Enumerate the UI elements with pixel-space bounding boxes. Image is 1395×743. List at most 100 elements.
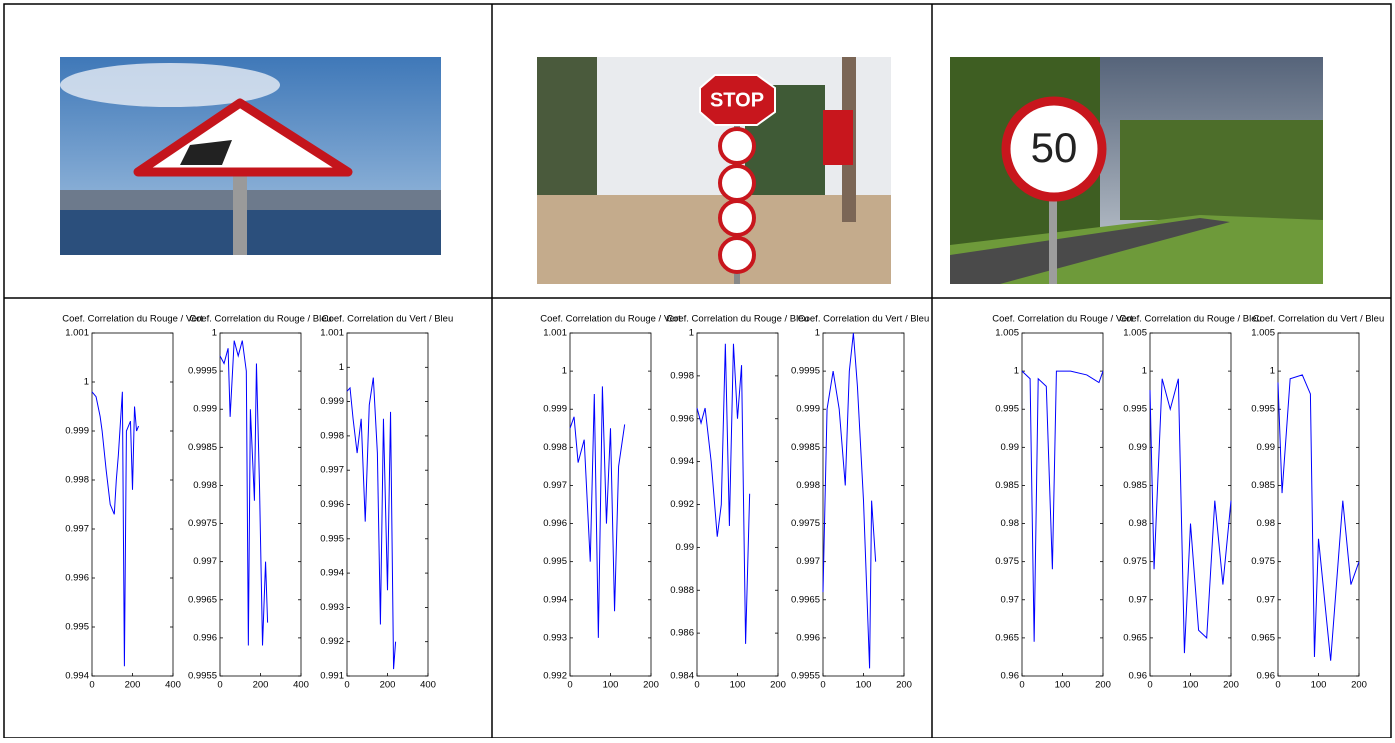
y-tick-label: 0.991	[320, 671, 344, 682]
data-line	[569, 386, 626, 638]
chart-title: Coef. Correlation du Rouge / Bleu	[1119, 314, 1262, 325]
chart-title: Coef. Correlation du Vert / Bleu	[322, 314, 454, 325]
y-tick-label: 0.99	[676, 542, 695, 553]
y-tick-label: 0.96	[1257, 671, 1276, 682]
photo-stop-sign: STOP	[537, 57, 891, 284]
y-tick-label: 0.998	[796, 480, 820, 491]
chart-title: Coef. Correlation du Vert / Bleu	[798, 314, 930, 325]
y-tick-label: 0.9965	[188, 594, 217, 605]
y-tick-label: 0.999	[193, 404, 217, 415]
y-tick-label: 0.99	[1257, 442, 1276, 453]
x-tick-label: 200	[1095, 680, 1111, 691]
y-tick-label: 0.997	[796, 556, 820, 567]
y-tick-label: 0.995	[995, 404, 1019, 415]
y-tick-label: 0.98	[1257, 518, 1276, 529]
y-tick-label: 0.997	[320, 465, 344, 476]
y-tick-label: 1	[562, 366, 567, 377]
y-tick-label: 0.994	[543, 594, 567, 605]
y-tick-label: 0.995	[65, 622, 89, 633]
y-tick-label: 0.9985	[791, 442, 820, 453]
x-tick-label: 0	[344, 680, 349, 691]
data-line	[1021, 370, 1104, 642]
y-tick-label: 0.995	[543, 556, 567, 567]
y-tick-label: 0.965	[995, 632, 1019, 643]
x-tick-label: 400	[165, 680, 181, 691]
y-tick-label: 1.001	[320, 328, 344, 339]
y-tick-label: 0.96	[1001, 671, 1020, 682]
y-tick-label: 1	[339, 362, 344, 373]
y-tick-label: 0.994	[320, 568, 344, 579]
y-tick-label: 0.965	[1251, 632, 1275, 643]
plot-frame	[1021, 332, 1104, 677]
y-tick-label: 1	[815, 328, 820, 339]
y-tick-label: 0.9975	[791, 518, 820, 529]
y-tick-label: 0.996	[193, 632, 217, 643]
y-tick-label: 0.998	[320, 430, 344, 441]
y-tick-label: 0.99	[1129, 442, 1148, 453]
y-tick-label: 0.996	[543, 518, 567, 529]
y-tick-label: 0.999	[320, 396, 344, 407]
chart-title: Coef. Correlation du Rouge / Vert	[992, 314, 1133, 325]
x-tick-label: 400	[420, 680, 436, 691]
x-tick-label: 0	[89, 680, 94, 691]
y-tick-label: 0.996	[796, 632, 820, 643]
data-line	[696, 343, 751, 644]
x-tick-label: 0	[217, 680, 222, 691]
data-line	[219, 340, 269, 646]
x-tick-label: 0	[1147, 680, 1152, 691]
y-tick-label: 0.97	[1129, 594, 1148, 605]
y-tick-label: 0.997	[543, 480, 567, 491]
x-tick-label: 100	[1311, 680, 1327, 691]
y-tick-label: 0.994	[65, 671, 89, 682]
y-tick-label: 0.998	[670, 370, 694, 381]
x-tick-label: 400	[293, 680, 309, 691]
x-tick-label: 200	[253, 680, 269, 691]
x-tick-label: 200	[125, 680, 141, 691]
data-line	[822, 332, 877, 669]
plot-frame	[696, 332, 779, 677]
photo-speed-sign: 50	[950, 57, 1323, 284]
plot-frame	[91, 332, 174, 677]
y-tick-label: 1.005	[1123, 328, 1147, 339]
data-line	[1149, 378, 1232, 654]
y-tick-label: 0.96	[1129, 671, 1148, 682]
plot-frame	[1277, 332, 1360, 677]
y-tick-label: 0.9955	[791, 671, 820, 682]
y-tick-label: 0.975	[1251, 556, 1275, 567]
x-tick-label: 100	[603, 680, 619, 691]
x-tick-label: 100	[1055, 680, 1071, 691]
y-tick-label: 1	[689, 328, 694, 339]
y-tick-label: 0.996	[670, 413, 694, 424]
x-tick-label: 100	[856, 680, 872, 691]
y-tick-label: 0.988	[670, 585, 694, 596]
y-tick-label: 0.998	[65, 475, 89, 486]
y-tick-label: 0.975	[995, 556, 1019, 567]
x-tick-label: 100	[1183, 680, 1199, 691]
y-tick-label: 0.993	[320, 602, 344, 613]
y-tick-label: 1	[1270, 366, 1275, 377]
photo-warning-sign	[60, 57, 441, 255]
data-line	[1277, 374, 1360, 661]
x-tick-label: 0	[1019, 680, 1024, 691]
y-tick-label: 0.975	[1123, 556, 1147, 567]
y-tick-label: 1	[212, 328, 217, 339]
y-tick-label: 0.997	[193, 556, 217, 567]
y-tick-label: 0.999	[796, 404, 820, 415]
sign-text: STOP	[710, 89, 764, 111]
x-tick-label: 200	[380, 680, 396, 691]
y-tick-label: 0.98	[1129, 518, 1148, 529]
y-tick-label: 1	[1014, 366, 1019, 377]
y-tick-label: 0.992	[670, 499, 694, 510]
y-tick-label: 0.999	[543, 404, 567, 415]
x-tick-label: 0	[694, 680, 699, 691]
plot-frame	[569, 332, 652, 677]
x-tick-label: 200	[896, 680, 912, 691]
y-tick-label: 1	[84, 377, 89, 388]
y-tick-label: 0.99	[1001, 442, 1020, 453]
y-tick-label: 0.9965	[791, 594, 820, 605]
y-tick-label: 0.9995	[791, 366, 820, 377]
y-tick-label: 0.965	[1123, 632, 1147, 643]
chart-title: Coef. Correlation du Rouge / Bleu	[666, 314, 809, 325]
y-tick-label: 1.001	[543, 328, 567, 339]
